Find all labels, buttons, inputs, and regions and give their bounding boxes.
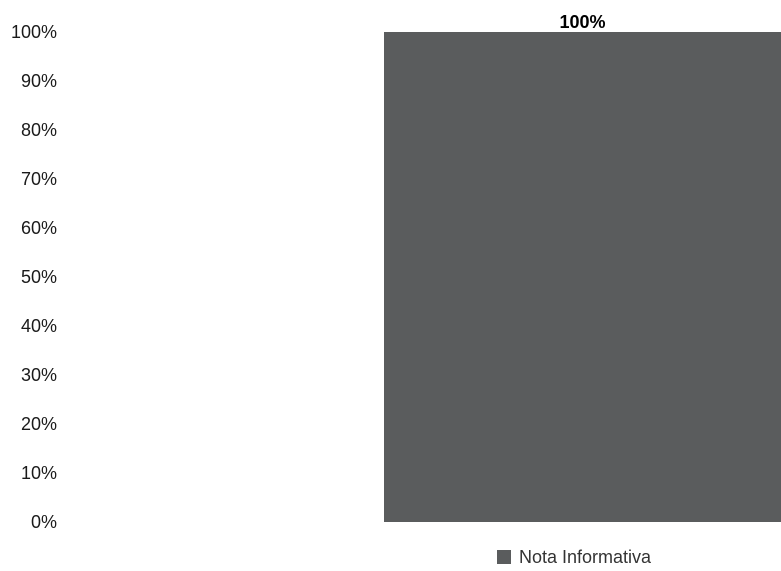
y-axis: 0% 10% 20% 30% 40% 50% 60% 70% 80% 90% 100% xyxy=(11,22,57,532)
legend-label: Nota Informativa xyxy=(519,547,652,567)
y-tick-label: 100% xyxy=(11,22,57,42)
y-tick-label: 10% xyxy=(21,463,57,483)
y-tick-label: 60% xyxy=(21,218,57,238)
legend-swatch xyxy=(497,550,511,564)
y-tick-label: 80% xyxy=(21,120,57,140)
y-tick-label: 30% xyxy=(21,365,57,385)
bar-data-label: 100% xyxy=(559,12,605,32)
legend: Nota Informativa xyxy=(497,547,652,567)
y-tick-label: 50% xyxy=(21,267,57,287)
y-tick-label: 40% xyxy=(21,316,57,336)
y-tick-label: 70% xyxy=(21,169,57,189)
plot-area xyxy=(384,32,781,522)
y-tick-label: 20% xyxy=(21,414,57,434)
y-tick-label: 0% xyxy=(31,512,57,532)
bar xyxy=(384,32,781,522)
y-tick-label: 90% xyxy=(21,71,57,91)
data-labels: 100% xyxy=(559,12,605,32)
